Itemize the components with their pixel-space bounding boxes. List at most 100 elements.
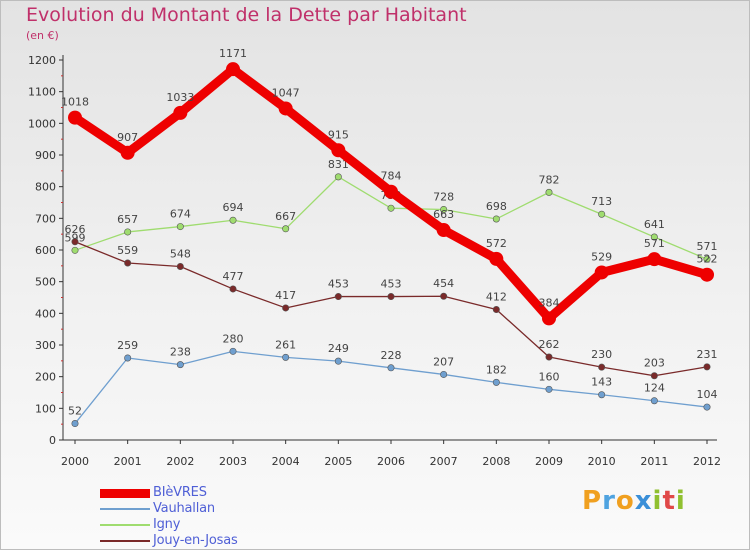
data-label: 52 [68, 405, 82, 418]
data-point [492, 306, 500, 314]
data-label: 228 [381, 349, 402, 362]
data-point [282, 353, 290, 361]
data-point [703, 403, 711, 411]
data-label: 261 [275, 338, 296, 351]
legend-label: Vauhallan [153, 501, 215, 516]
legend-swatch [100, 540, 150, 542]
x-tick-label: 2008 [482, 455, 510, 468]
data-point [176, 223, 184, 231]
data-label: 831 [328, 158, 349, 171]
data-label: 907 [117, 131, 138, 144]
data-point [176, 262, 184, 270]
data-label: 571 [644, 237, 665, 250]
y-tick-label: 1200 [28, 54, 56, 67]
data-label: 160 [539, 370, 560, 383]
y-tick-label: 0 [49, 434, 56, 447]
x-tick-label: 2010 [588, 455, 616, 468]
data-point [282, 225, 290, 233]
data-label: 143 [591, 376, 612, 389]
data-label: 641 [644, 218, 665, 231]
data-point [594, 265, 609, 280]
x-tick-label: 2001 [114, 455, 142, 468]
data-point [334, 173, 342, 181]
y-tick-label: 100 [35, 402, 56, 415]
data-label: 453 [381, 278, 402, 291]
data-label: 417 [275, 289, 296, 302]
legend-label: Igny [153, 517, 181, 532]
data-point [124, 259, 132, 267]
chart-unit-label: (en €) [26, 29, 59, 42]
x-tick-label: 2009 [535, 455, 563, 468]
data-label: 728 [433, 190, 454, 203]
data-point [650, 372, 658, 380]
data-label: 663 [433, 208, 454, 221]
data-label: 182 [486, 363, 507, 376]
x-tick-label: 2006 [377, 455, 405, 468]
data-label: 230 [591, 348, 612, 361]
data-point [489, 251, 504, 266]
data-point [598, 210, 606, 218]
data-label: 412 [486, 291, 507, 304]
logo-letter: i [652, 486, 663, 516]
data-label: 249 [328, 342, 349, 355]
x-tick-label: 2012 [693, 455, 721, 468]
data-label: 599 [65, 231, 86, 244]
logo-letter: P [582, 486, 603, 516]
data-label: 453 [328, 278, 349, 291]
y-tick-label: 1100 [28, 86, 56, 99]
x-tick-label: 2002 [166, 455, 194, 468]
legend-label: BIèVRES [153, 485, 207, 500]
data-label: 1033 [166, 91, 194, 104]
data-point [331, 143, 346, 158]
data-point [650, 233, 658, 241]
data-point [176, 361, 184, 369]
data-point [598, 391, 606, 399]
x-tick-label: 2007 [430, 455, 458, 468]
data-label: 1047 [272, 86, 300, 99]
data-label: 1018 [61, 96, 89, 109]
data-label: 203 [644, 357, 665, 370]
data-label: 626 [65, 223, 86, 236]
data-point [229, 285, 237, 293]
data-point [440, 370, 448, 378]
data-label: 1171 [219, 47, 247, 60]
y-tick-label: 900 [35, 149, 56, 162]
data-point [440, 292, 448, 300]
data-label: 571 [697, 240, 718, 253]
data-point [492, 378, 500, 386]
data-point [436, 223, 451, 238]
data-label: 915 [328, 128, 349, 141]
x-tick-label: 2000 [61, 455, 89, 468]
data-point [120, 145, 135, 160]
logo-letter: x [634, 486, 653, 516]
proxiti-logo: Proxiti [582, 486, 686, 516]
x-tick-label: 2005 [324, 455, 352, 468]
series-line-vauhallan [74, 350, 708, 425]
chart-title: Evolution du Montant de la Dette par Hab… [26, 4, 467, 26]
data-label: 477 [223, 270, 244, 283]
data-label: 559 [117, 244, 138, 257]
data-label: 713 [591, 195, 612, 208]
legend-swatch [100, 488, 150, 498]
data-point [703, 255, 711, 263]
data-point [282, 304, 290, 312]
data-point [278, 101, 293, 116]
data-label: 548 [170, 247, 191, 260]
data-point [387, 293, 395, 301]
data-point [68, 110, 82, 125]
data-label: 238 [170, 346, 191, 359]
data-point [545, 188, 553, 196]
data-point [229, 347, 237, 355]
logo-letter: t [662, 486, 676, 516]
data-point [226, 62, 240, 77]
y-tick-label: 500 [35, 276, 56, 289]
data-label: 259 [117, 339, 138, 352]
data-point [71, 420, 79, 428]
data-label: 231 [697, 348, 718, 361]
data-label: 384 [539, 296, 560, 309]
data-point [700, 267, 714, 282]
y-tick-label: 200 [35, 371, 56, 384]
logo-letter: r [602, 486, 616, 516]
